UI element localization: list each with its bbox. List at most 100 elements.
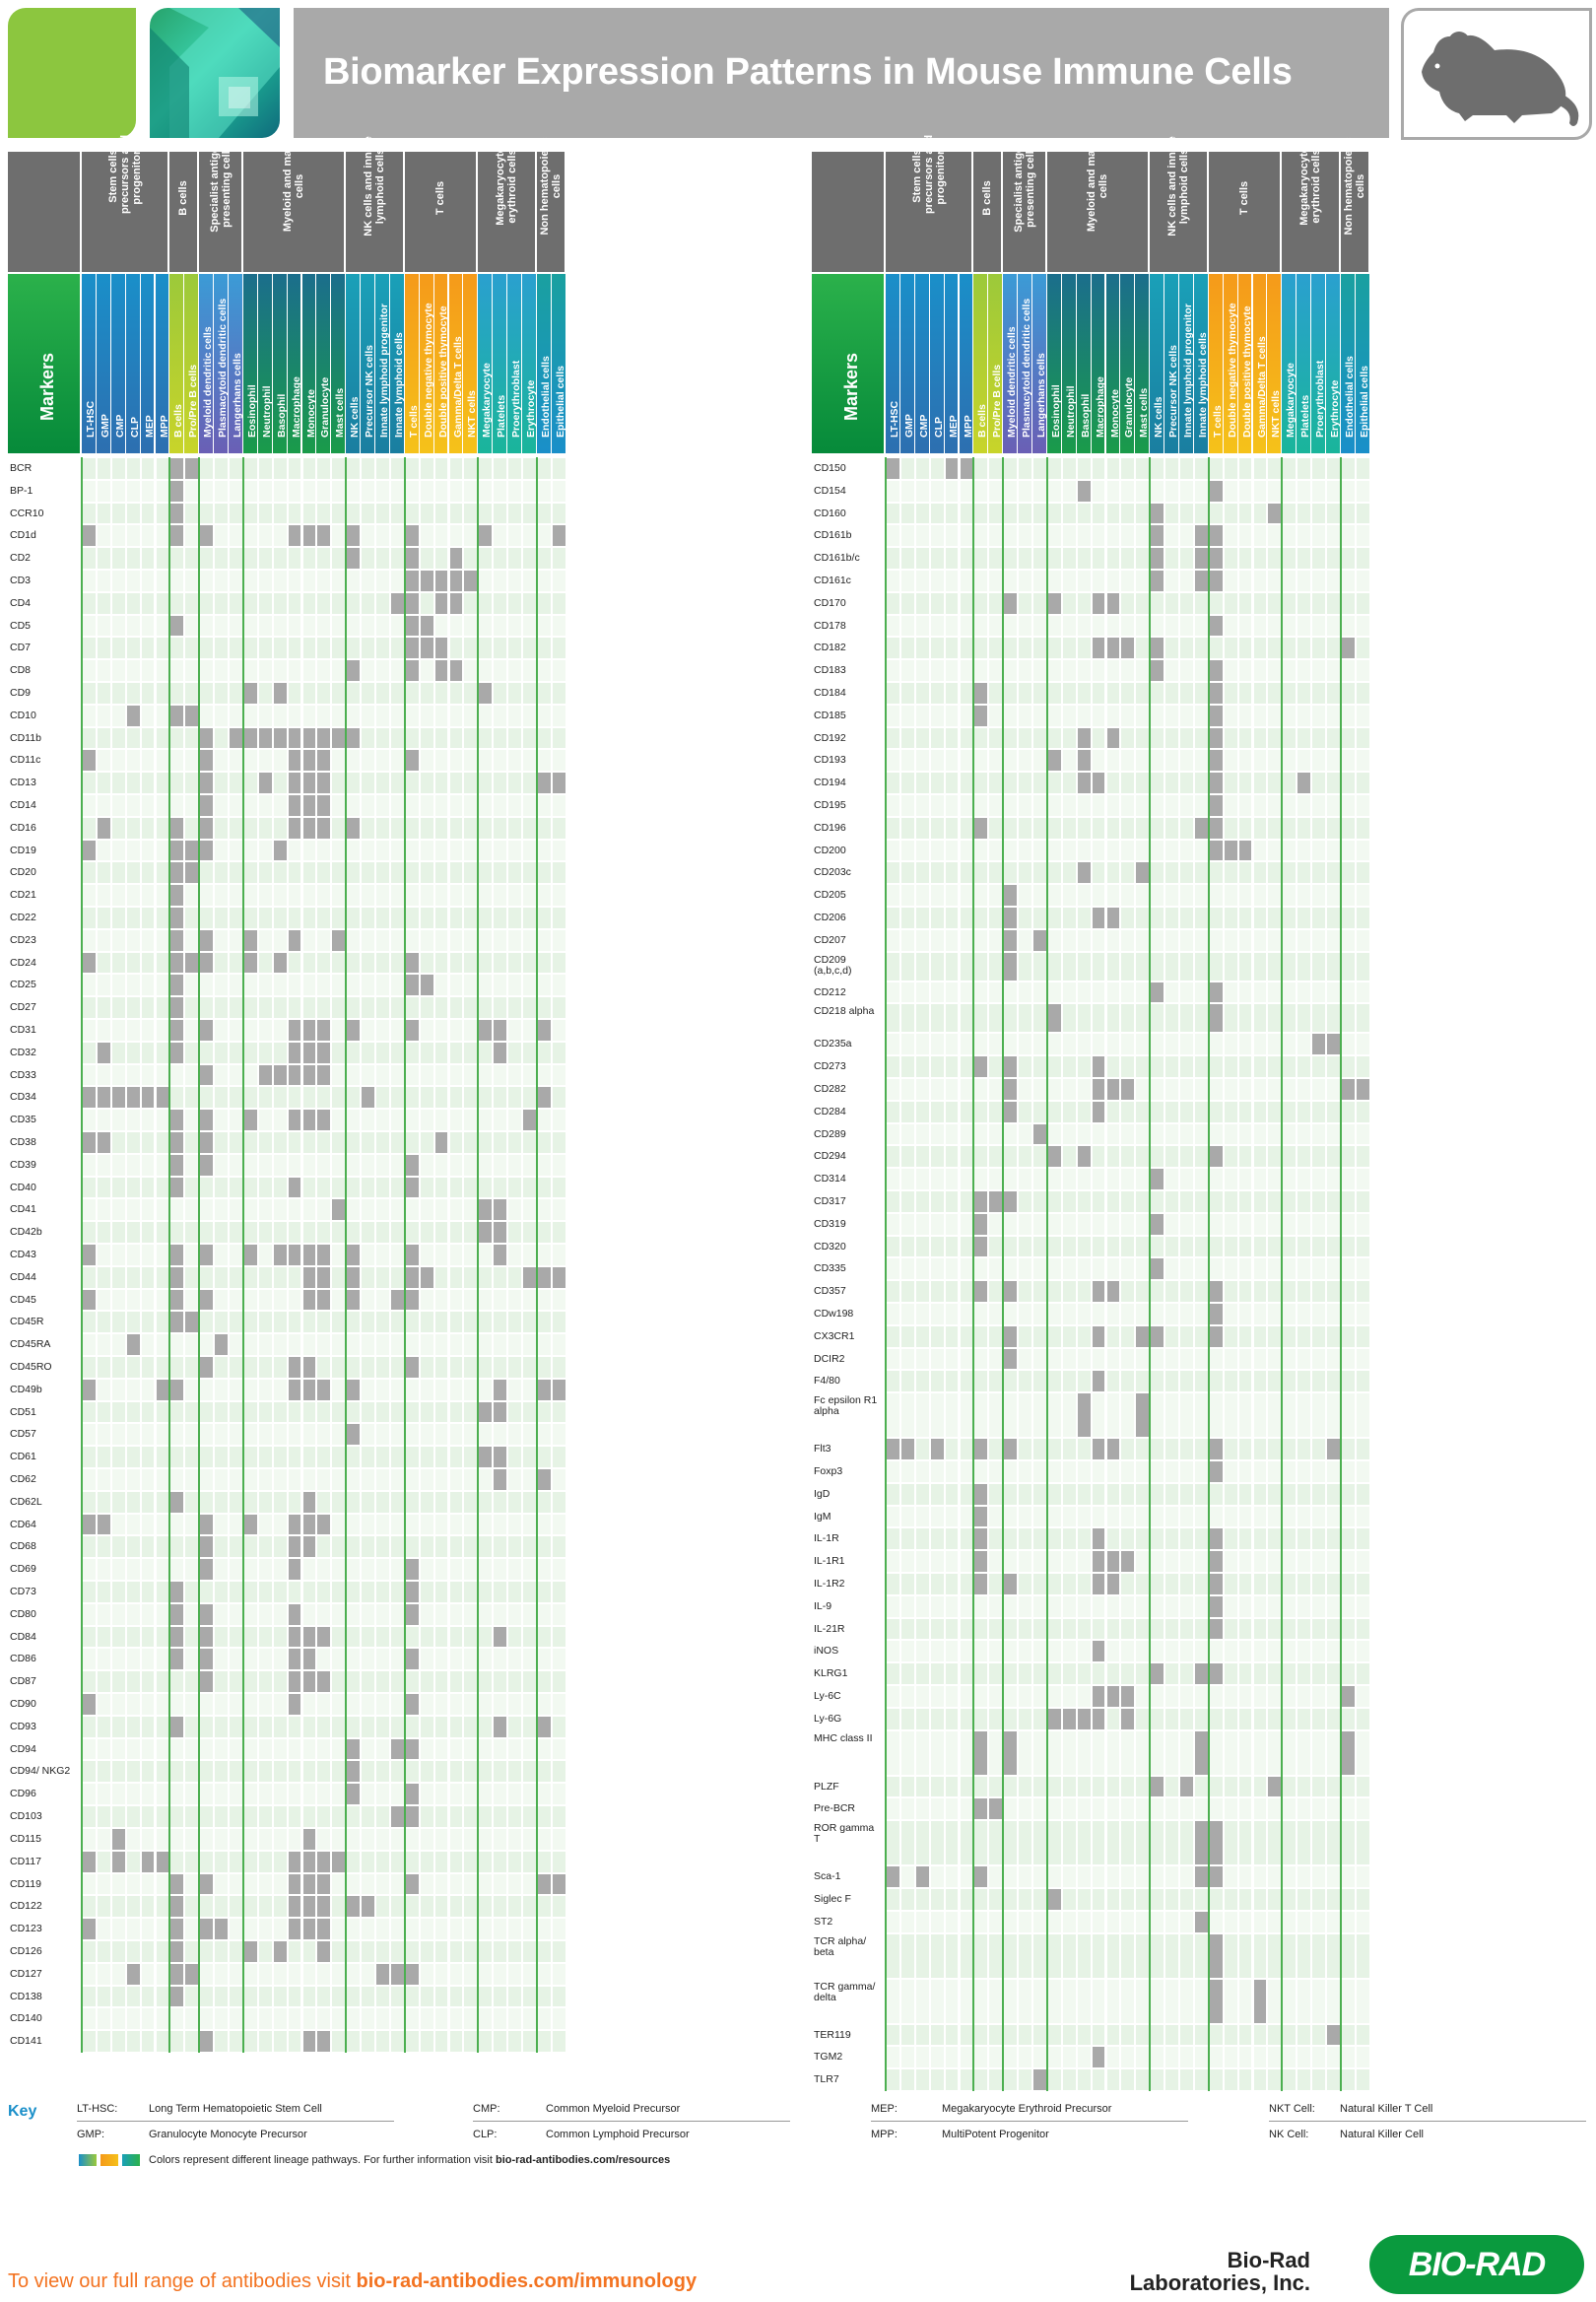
expression-cell: [944, 1865, 960, 1888]
column-header: Myeloid dendritic cells: [1003, 274, 1018, 453]
expression-cell: [478, 1828, 494, 1851]
expression-cell: [1282, 1078, 1297, 1101]
expression-cell: [929, 659, 945, 682]
expression-cell: [82, 682, 97, 705]
expression-cell: [944, 502, 960, 525]
expression-cell: [229, 1490, 243, 1514]
expression-cell: [361, 1378, 375, 1401]
expression-cell: [886, 659, 900, 682]
expression-cell: [1355, 1280, 1370, 1303]
expression-cell: [184, 1221, 200, 1244]
expression-cell: [973, 479, 989, 503]
expression-cell: [1061, 1438, 1077, 1460]
expression-cell-positive: [184, 1311, 200, 1334]
expression-cell: [110, 1805, 126, 1828]
expression-cell: [1046, 884, 1062, 907]
expression-cell: [1046, 1190, 1062, 1213]
expression-cell-positive: [1032, 1122, 1047, 1146]
expression-cell: [463, 1131, 479, 1154]
expression-cell-positive: [448, 591, 464, 615]
expression-cell-positive: [199, 1625, 215, 1649]
expression-cell: [229, 1535, 243, 1559]
expression-cell: [463, 1333, 479, 1356]
expression-cell: [1223, 928, 1238, 952]
table-row: CD161c: [812, 570, 1370, 592]
expression-cell: [1208, 1910, 1224, 1933]
expression-cell: [1340, 816, 1356, 840]
expression-cell: [1135, 1505, 1151, 1528]
expression-cell: [988, 2023, 1004, 2047]
expression-cell: [1150, 1910, 1165, 1933]
expression-cell: [551, 974, 566, 997]
column-header: T cells: [404, 274, 420, 453]
expression-cell: [1208, 907, 1224, 929]
expression-cell: [110, 1446, 126, 1468]
expression-cell: [257, 907, 273, 929]
expression-cell: [1311, 951, 1326, 982]
expression-cell: [1282, 1797, 1297, 1821]
expression-cell: [96, 1602, 111, 1626]
expression-cell: [155, 1602, 170, 1626]
expression-cell: [1061, 1550, 1077, 1573]
group-header: Non hematopoietic cells: [1340, 138, 1368, 272]
expression-cell: [1297, 1888, 1312, 1911]
expression-cell: [1003, 1033, 1019, 1056]
expression-cell: [110, 479, 126, 503]
expression-cell: [1150, 1820, 1165, 1866]
table-row: TER119: [812, 2023, 1370, 2047]
expression-cell: [257, 816, 273, 840]
marker-label: CD45RO: [10, 1361, 52, 1373]
expression-cell: [199, 1400, 215, 1424]
marker-label: CD209 (a,b,c,d): [814, 953, 852, 977]
expression-cell: [272, 1828, 288, 1851]
expression-cell: [886, 861, 900, 885]
expression-cell: [463, 839, 479, 862]
expression-cell: [1018, 981, 1032, 1004]
expression-cell: [1252, 547, 1268, 570]
expression-cell: [375, 547, 390, 570]
expression-cell: [1179, 1797, 1194, 1821]
expression-cell: [331, 591, 347, 615]
expression-cell: [301, 547, 317, 570]
group-label: B cells: [981, 180, 994, 216]
expression-cell: [419, 928, 434, 952]
expression-cell: [1179, 1482, 1194, 1506]
expression-cell: [433, 479, 449, 503]
expression-cell: [1311, 1775, 1326, 1798]
expression-cell: [478, 772, 494, 794]
table-row: CD45RO: [8, 1356, 566, 1379]
expression-cell: [944, 1303, 960, 1325]
expression-cell: [1135, 479, 1151, 503]
expression-cell: [1355, 1617, 1370, 1641]
expression-cell: [478, 1041, 494, 1064]
expression-cell: [1046, 1685, 1062, 1708]
expression-cell: [96, 884, 111, 907]
expression-cell: [1179, 479, 1194, 503]
expression-cell: [1223, 1438, 1238, 1460]
expression-cell: [110, 884, 126, 907]
expression-cell: [433, 1356, 449, 1379]
expression-cell: [1311, 1235, 1326, 1258]
expression-cell-positive: [155, 1086, 170, 1110]
expression-cell: [1032, 1003, 1047, 1034]
expression-cell: [1018, 1573, 1032, 1595]
expression-cell-positive: [1003, 1190, 1019, 1213]
expression-cell: [929, 816, 945, 840]
expression-cell: [375, 1356, 390, 1379]
expression-cell: [959, 1685, 974, 1708]
expression-cell: [959, 1865, 974, 1888]
expression-cell-positive: [1208, 1280, 1224, 1303]
expression-cell: [1120, 502, 1136, 525]
expression-cell-positive: [1091, 637, 1106, 660]
expression-cell: [988, 479, 1004, 503]
expression-cell-positive: [242, 1513, 258, 1536]
expression-cell: [125, 457, 141, 480]
expression-cell: [929, 772, 945, 794]
expression-cell: [389, 502, 405, 525]
expression-cell: [1135, 1527, 1151, 1551]
expression-cell: [1164, 1003, 1179, 1034]
expression-cell: [272, 1918, 288, 1940]
expression-cell: [1355, 1729, 1370, 1776]
expression-cell: [944, 524, 960, 548]
expression-cell: [229, 1109, 243, 1131]
